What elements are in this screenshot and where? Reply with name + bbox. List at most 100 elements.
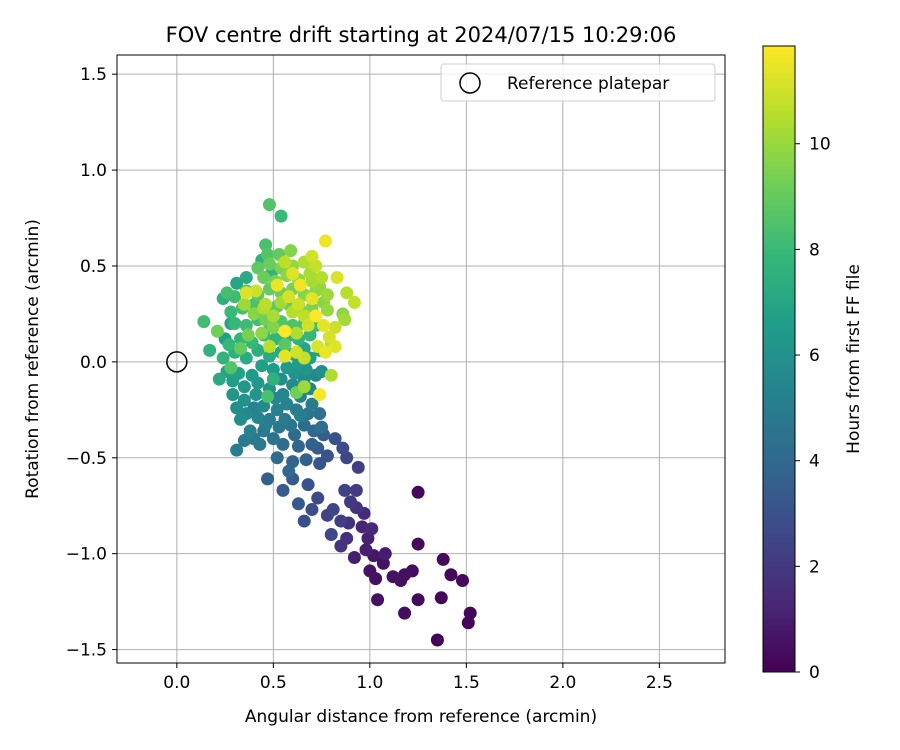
- data-point: [278, 338, 292, 352]
- data-point: [276, 483, 290, 497]
- y-tick-label: −1.0: [66, 545, 107, 565]
- data-point: [309, 309, 323, 323]
- data-point: [330, 270, 344, 284]
- data-point: [297, 514, 311, 528]
- x-tick-label: 2.0: [549, 673, 576, 693]
- data-point: [436, 552, 450, 566]
- data-point: [278, 255, 292, 269]
- data-point: [411, 485, 425, 499]
- data-point: [313, 407, 327, 421]
- data-point: [386, 570, 400, 584]
- data-point: [270, 451, 284, 465]
- data-point: [444, 568, 458, 582]
- data-point: [266, 372, 280, 386]
- x-axis-label: Angular distance from reference (arcmin): [245, 707, 597, 727]
- data-point: [243, 424, 257, 438]
- data-point: [411, 593, 425, 607]
- data-point: [239, 270, 253, 284]
- data-point: [411, 537, 425, 551]
- legend-marker: [459, 72, 481, 94]
- data-point: [324, 527, 338, 541]
- data-point: [378, 547, 392, 561]
- colorbar-label: Hours from first FF file: [844, 264, 864, 454]
- data-point: [261, 389, 275, 403]
- data-point: [270, 403, 284, 417]
- data-point: [286, 267, 300, 281]
- plot-frame: [116, 54, 726, 664]
- data-point: [262, 198, 276, 212]
- data-point: [278, 412, 292, 426]
- data-point: [245, 368, 259, 382]
- data-point: [398, 606, 412, 620]
- data-point: [247, 307, 261, 321]
- data-point: [317, 318, 331, 332]
- data-point: [266, 363, 280, 377]
- data-point: [291, 297, 305, 311]
- data-point: [262, 257, 276, 271]
- data-point: [270, 278, 284, 292]
- data-point: [293, 278, 307, 292]
- colorbar-tick-label: 2: [809, 557, 820, 577]
- colorbar: 0 2 4 6 8 10 Hours from first FF file: [762, 45, 864, 683]
- data-point: [237, 297, 251, 311]
- x-tick-label: 2.5: [646, 673, 673, 693]
- data-point: [338, 483, 352, 497]
- data-point: [239, 286, 253, 300]
- data-point: [210, 324, 224, 338]
- data-point: [282, 464, 296, 478]
- colorbar-tick-label: 10: [809, 135, 831, 155]
- data-point: [371, 593, 385, 607]
- data-point: [249, 387, 263, 401]
- y-tick-label: 1.0: [80, 161, 107, 181]
- data-point: [311, 491, 325, 505]
- data-point: [334, 539, 348, 553]
- data-point: [299, 453, 313, 467]
- data-point: [313, 387, 327, 401]
- x-axis-ticks: 0.0 0.5 1.0 1.5 2.0 2.5: [163, 663, 673, 693]
- data-point: [237, 434, 251, 448]
- data-point: [351, 460, 365, 474]
- data-point: [301, 318, 315, 332]
- data-point: [276, 437, 290, 451]
- data-point: [274, 209, 288, 223]
- data-point: [266, 320, 280, 334]
- data-point: [291, 439, 305, 453]
- data-point: [251, 410, 265, 424]
- data-point: [455, 574, 469, 588]
- data-point: [261, 472, 275, 486]
- data-point: [305, 397, 319, 411]
- data-point: [282, 290, 296, 304]
- data-point: [313, 457, 327, 471]
- data-point: [328, 432, 342, 446]
- data-point: [262, 340, 276, 354]
- data-point: [326, 503, 340, 517]
- data-point: [305, 249, 319, 263]
- data-point: [278, 324, 292, 338]
- colorbar-tick-label: 6: [809, 346, 820, 366]
- data-point: [239, 351, 253, 365]
- data-points: [197, 198, 477, 647]
- data-point: [320, 288, 334, 302]
- data-point: [278, 349, 292, 363]
- y-tick-label: 0.0: [80, 353, 107, 373]
- data-point: [328, 320, 342, 334]
- colorbar-tick-label: 4: [809, 452, 820, 472]
- data-point: [318, 345, 332, 359]
- data-point: [220, 286, 234, 300]
- colorbar-ticks: 0 2 4 6 8 10: [795, 135, 831, 683]
- data-point: [305, 292, 319, 306]
- data-point: [224, 361, 238, 375]
- data-point: [234, 412, 248, 426]
- data-point: [334, 514, 348, 528]
- colorbar-tick-label: 8: [809, 240, 820, 260]
- y-tick-label: 0.5: [80, 257, 107, 277]
- data-point: [363, 564, 377, 578]
- x-tick-label: 0.0: [163, 673, 190, 693]
- data-point: [398, 568, 412, 582]
- data-point: [355, 520, 369, 534]
- legend: Reference platepar: [440, 63, 716, 102]
- data-point: [203, 343, 217, 357]
- reference-platepar-marker: [166, 351, 188, 373]
- data-point: [253, 437, 267, 451]
- colorbar-tick-label: 0: [809, 663, 820, 683]
